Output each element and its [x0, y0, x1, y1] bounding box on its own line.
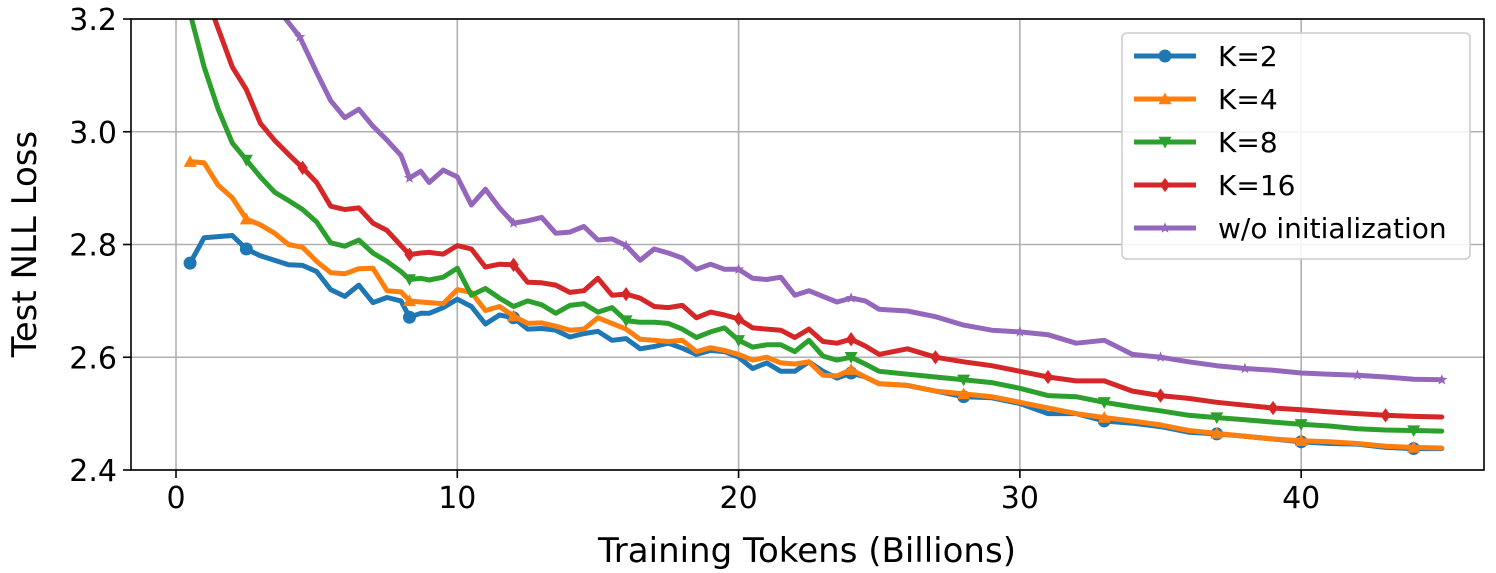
y-tick-label: 3.2 — [69, 3, 117, 38]
legend-label: K=2 — [1218, 40, 1278, 73]
legend-marker — [1158, 92, 1172, 105]
data-point-marker — [404, 247, 415, 262]
y-tick-label: 3.0 — [69, 116, 117, 151]
data-point-marker — [1380, 408, 1391, 423]
data-point-marker — [1436, 373, 1448, 385]
x-tick-label: 0 — [166, 481, 185, 516]
data-point-marker — [1042, 369, 1054, 385]
data-point-marker — [1267, 400, 1279, 416]
data-point-marker — [1097, 397, 1111, 409]
data-point-marker — [620, 239, 632, 251]
data-point-marker — [1407, 425, 1421, 438]
series-line — [188, 19, 1445, 434]
legend-label: K=4 — [1218, 83, 1278, 116]
data-point-marker — [239, 212, 253, 225]
data-point-marker — [507, 217, 520, 228]
data-point-marker — [508, 257, 519, 272]
y-tick-label: 2.4 — [69, 454, 117, 489]
series-2 — [188, 19, 1445, 438]
data-point-marker — [297, 160, 308, 175]
data-point-marker — [1294, 434, 1308, 446]
data-point-marker — [402, 310, 416, 324]
data-point-marker — [1351, 369, 1363, 381]
x-tick-label: 30 — [1001, 481, 1039, 516]
data-point-marker — [620, 286, 632, 302]
series-3 — [211, 19, 1445, 423]
series-line — [283, 19, 1445, 383]
data-point-marker — [845, 332, 857, 347]
y-tick-label: 2.6 — [69, 341, 117, 376]
data-point-marker — [957, 374, 971, 387]
data-point-marker — [183, 155, 197, 167]
data-point-marker — [1155, 388, 1166, 403]
data-point-marker — [733, 311, 744, 327]
data-point-marker — [732, 335, 746, 347]
data-point-marker — [402, 274, 416, 286]
series-line — [187, 233, 1445, 452]
legend-entry: K=2 — [1134, 40, 1278, 73]
x-tick-label: 10 — [438, 481, 476, 516]
series-line — [211, 19, 1445, 420]
series-line — [187, 159, 1445, 451]
data-point-marker — [239, 242, 253, 256]
legend-marker — [1159, 177, 1171, 193]
legend-marker — [1158, 136, 1172, 149]
legend-entry: w/o initialization — [1134, 212, 1447, 245]
data-point-marker — [403, 172, 416, 183]
y-axis-label: Test NLL Loss — [5, 131, 45, 358]
legend-box — [1121, 32, 1471, 260]
legend-marker — [1158, 49, 1172, 63]
legend-entry: K=4 — [1134, 83, 1278, 116]
x-tick-label: 20 — [719, 481, 757, 516]
plot-area — [183, 19, 1448, 456]
data-point-marker — [844, 352, 858, 364]
data-point-marker — [845, 292, 857, 303]
data-point-marker — [1154, 351, 1167, 362]
legend-marker — [1159, 222, 1171, 233]
axis-ticks: 0 10 20 30 40 2.4 2.6 2.8 3.0 3.2 — [69, 3, 1320, 516]
data-point-marker — [733, 263, 745, 275]
data-point-marker — [1210, 426, 1224, 439]
data-point-marker — [1097, 411, 1111, 423]
legend-label: w/o initialization — [1218, 212, 1447, 245]
data-point-marker — [619, 315, 633, 328]
data-point-marker — [183, 256, 197, 270]
data-point-marker — [1210, 412, 1224, 425]
data-point-marker — [1014, 326, 1026, 337]
data-point-marker — [930, 350, 941, 365]
data-point-marker — [1407, 440, 1421, 453]
data-point-marker — [957, 387, 971, 400]
data-point-marker — [844, 363, 858, 375]
data-point-marker — [294, 31, 306, 42]
x-axis-label: Training Tokens (Billions) — [597, 531, 1016, 571]
legend-entry: K=16 — [1134, 169, 1295, 202]
data-point-marker — [239, 154, 253, 167]
x-tick-label: 40 — [1282, 481, 1320, 516]
series-4 — [283, 19, 1448, 385]
legend: K=2 K=4 K=8 K=16 w/o initialization — [1121, 32, 1471, 260]
legend-entry: K=8 — [1134, 126, 1278, 159]
y-tick-label: 2.8 — [69, 229, 117, 264]
legend-label: K=16 — [1218, 169, 1295, 202]
data-point-marker — [1294, 419, 1308, 431]
data-point-marker — [507, 309, 521, 322]
data-point-marker — [402, 294, 416, 307]
data-point-marker — [1239, 362, 1251, 374]
legend-label: K=8 — [1218, 126, 1278, 159]
series-1 — [183, 155, 1445, 453]
